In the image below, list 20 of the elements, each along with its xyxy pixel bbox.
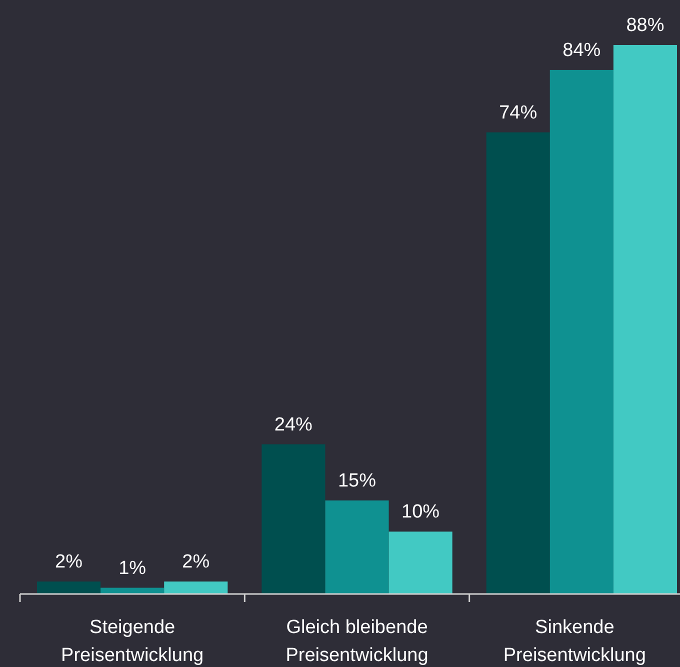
data-label: 1% bbox=[118, 558, 146, 579]
x-tick-label: Sinkende Preisentwicklung bbox=[503, 617, 646, 666]
data-label: 15% bbox=[338, 470, 376, 492]
bar bbox=[164, 582, 228, 594]
bar bbox=[37, 582, 101, 594]
data-label: 74% bbox=[499, 102, 538, 124]
bar bbox=[262, 444, 326, 594]
data-label: 2% bbox=[182, 552, 210, 573]
x-tick-label: Gleich bleibende Preisentwicklung bbox=[286, 617, 428, 666]
bar bbox=[325, 500, 389, 594]
bar bbox=[550, 70, 614, 594]
data-label: 84% bbox=[562, 40, 601, 61]
x-tick-label: Steigende Preisentwicklung bbox=[61, 617, 204, 666]
data-label: 88% bbox=[626, 15, 664, 36]
data-label: 10% bbox=[402, 502, 440, 523]
data-label: 2% bbox=[55, 552, 83, 573]
bar bbox=[486, 132, 550, 594]
data-label: 24% bbox=[274, 414, 313, 436]
bar bbox=[613, 45, 677, 594]
bar bbox=[388, 532, 452, 594]
